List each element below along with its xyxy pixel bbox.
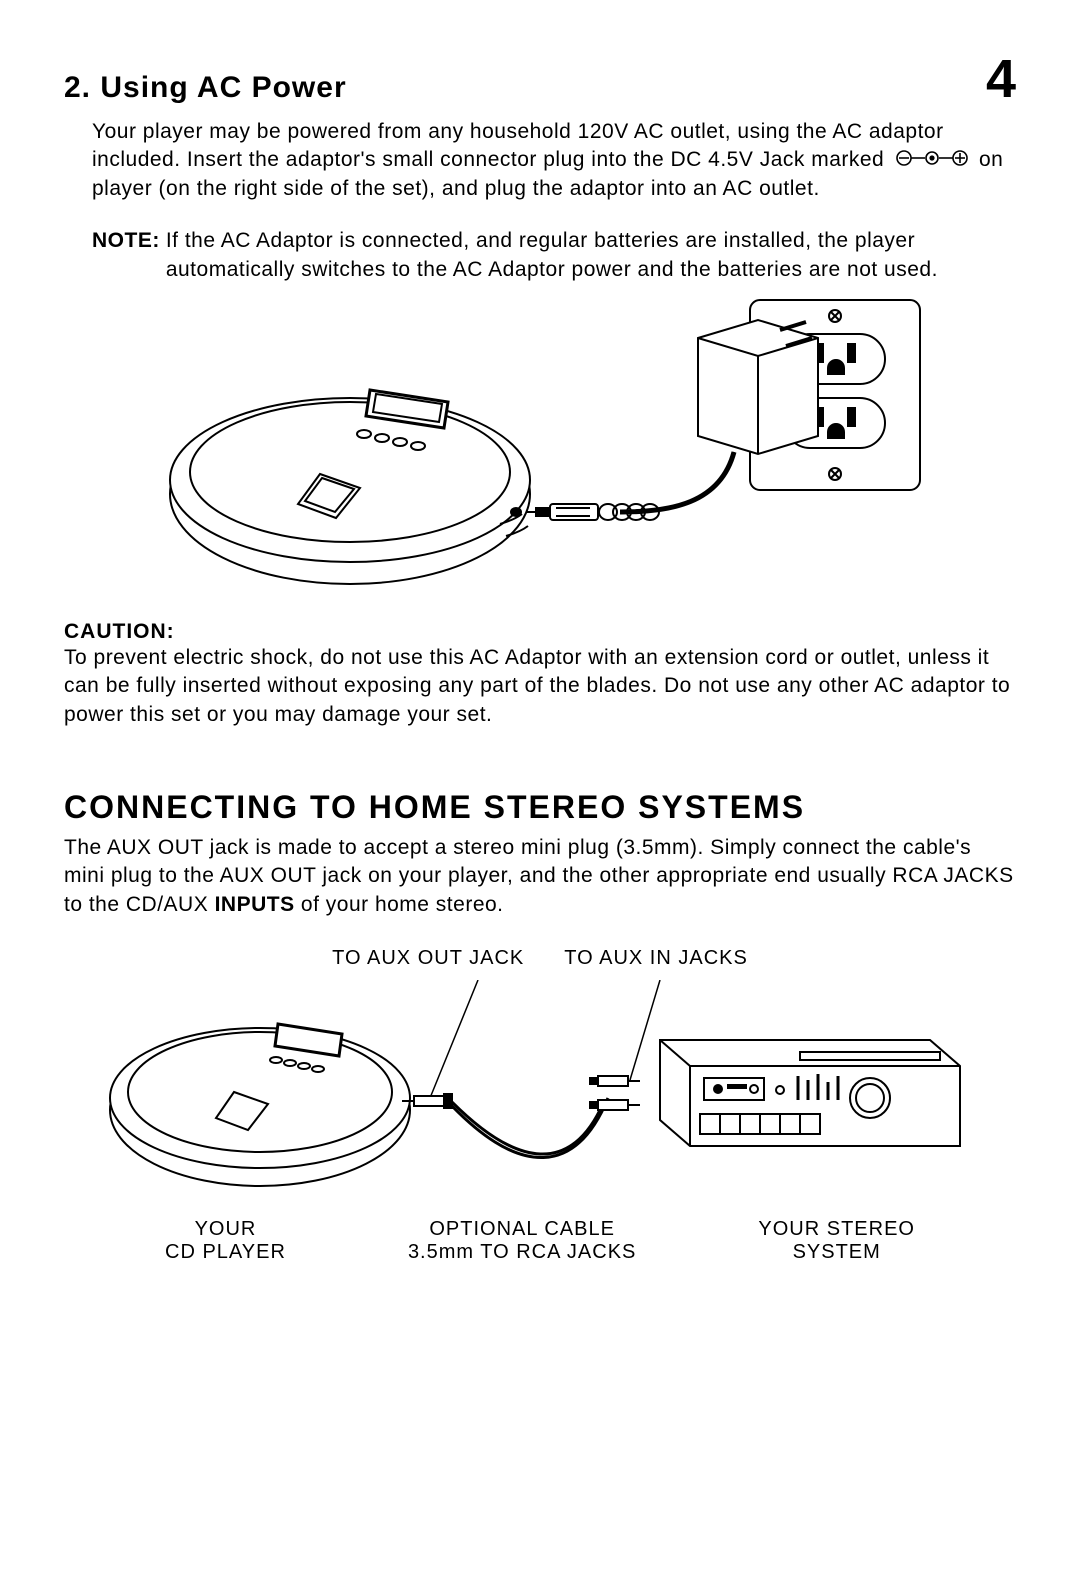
label-aux-in: TO AUX IN JACKS [564, 947, 748, 970]
connecting-b: of your home stereo. [295, 893, 504, 916]
note-text: If the AC Adaptor is connected, and regu… [166, 227, 1016, 284]
caution-text: To prevent electric shock, do not use th… [64, 644, 1016, 729]
inputs-word: INPUTS [215, 893, 295, 916]
ac-power-paragraph: Your player may be powered from any hous… [92, 118, 1016, 203]
connection-top-labels: TO AUX OUT JACK TO AUX IN JACKS [64, 947, 1016, 970]
label-stereo: YOUR STEREO SYSTEM [758, 1218, 915, 1264]
label-cable-b: 3.5mm TO RCA JACKS [408, 1241, 636, 1263]
label-your-cd-b: CD PLAYER [165, 1241, 286, 1263]
paragraph-a: Your player may be powered from any hous… [92, 120, 944, 171]
note-label: NOTE: [92, 227, 160, 284]
label-stereo-b: SYSTEM [793, 1241, 881, 1263]
label-aux-out: TO AUX OUT JACK [332, 947, 524, 970]
section-number: 2. [64, 71, 91, 104]
polarity-icon [895, 147, 969, 175]
ac-power-illustration [150, 294, 930, 594]
label-cable: OPTIONAL CABLE 3.5mm TO RCA JACKS [408, 1218, 636, 1264]
caution-label: CAUTION: [64, 620, 1016, 644]
label-your-cd-a: YOUR [195, 1218, 257, 1240]
section-title-text: Using AC Power [100, 71, 346, 104]
stereo-connection-illustration [100, 980, 980, 1210]
connecting-paragraph: The AUX OUT jack is made to accept a ste… [64, 834, 1016, 919]
label-stereo-a: YOUR STEREO [758, 1218, 915, 1240]
connecting-a: The AUX OUT jack is made to accept a ste… [64, 836, 1014, 916]
page-number: 4 [986, 48, 1016, 110]
note-block: NOTE: If the AC Adaptor is connected, an… [92, 227, 1016, 284]
label-your-cd: YOUR CD PLAYER [165, 1218, 286, 1264]
label-cable-a: OPTIONAL CABLE [429, 1218, 615, 1240]
connecting-heading: CONNECTING TO HOME STEREO SYSTEMS [64, 789, 1016, 826]
connection-bottom-labels: YOUR CD PLAYER OPTIONAL CABLE 3.5mm TO R… [64, 1218, 1016, 1264]
section-title: 2. Using AC Power [64, 71, 347, 105]
header-row: 2. Using AC Power 4 [64, 48, 1016, 110]
